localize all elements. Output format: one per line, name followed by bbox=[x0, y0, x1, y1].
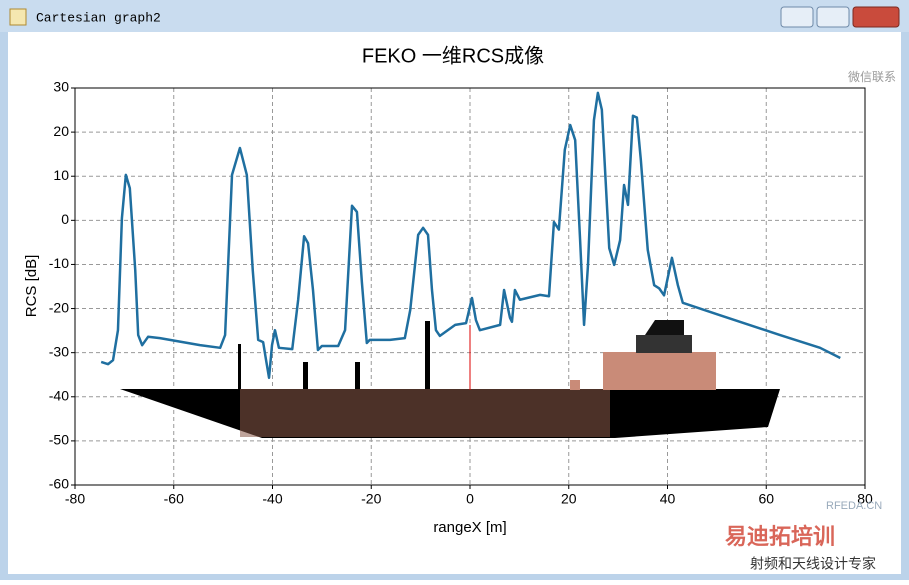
watermark: 射频和天线设计专家 bbox=[750, 556, 876, 572]
window-icon bbox=[9, 8, 27, 26]
x-tick-label: 40 bbox=[660, 491, 676, 507]
x-tick-label: -80 bbox=[65, 491, 85, 507]
title-bar bbox=[0, 0, 909, 32]
x-tick-label: -40 bbox=[262, 491, 282, 507]
watermark: 微信联系 bbox=[848, 70, 896, 84]
y-tick-label: 10 bbox=[53, 167, 69, 183]
maximize-button[interactable] bbox=[816, 6, 850, 28]
y-tick-label: -40 bbox=[49, 387, 69, 403]
x-tick-label: 20 bbox=[561, 491, 577, 507]
x-tick-label: 0 bbox=[466, 491, 474, 507]
close-button[interactable] bbox=[852, 6, 900, 28]
y-tick-label: 0 bbox=[61, 211, 69, 227]
window-title: Cartesian graph2 bbox=[36, 10, 161, 25]
y-tick-label: -50 bbox=[49, 432, 69, 448]
y-tick-label: 20 bbox=[53, 123, 69, 139]
chart-title: FEKO 一维RCS成像 bbox=[362, 44, 544, 67]
plot bbox=[100, 91, 841, 380]
chart-area bbox=[8, 32, 901, 574]
y-tick-label: -60 bbox=[49, 476, 69, 492]
x-axis-label: rangeX [m] bbox=[433, 519, 506, 536]
y-tick-label: -20 bbox=[49, 299, 69, 315]
y-tick-label: 30 bbox=[53, 79, 69, 95]
x-tick-label: 80 bbox=[857, 491, 873, 507]
data-line bbox=[100, 91, 841, 380]
y-tick-label: -10 bbox=[49, 255, 69, 271]
watermark: 易迪拓培训 bbox=[725, 524, 835, 549]
y-axis-label: RCS [dB] bbox=[23, 255, 40, 318]
x-tick-label: -20 bbox=[361, 491, 381, 507]
x-tick-label: 60 bbox=[758, 491, 774, 507]
watermark: RFEDA.CN bbox=[826, 500, 882, 512]
x-tick-label: -60 bbox=[164, 491, 184, 507]
plot-frame bbox=[74, 87, 866, 486]
minimize-button[interactable] bbox=[780, 6, 814, 28]
ship-model bbox=[120, 320, 780, 438]
y-tick-label: -30 bbox=[49, 343, 69, 359]
